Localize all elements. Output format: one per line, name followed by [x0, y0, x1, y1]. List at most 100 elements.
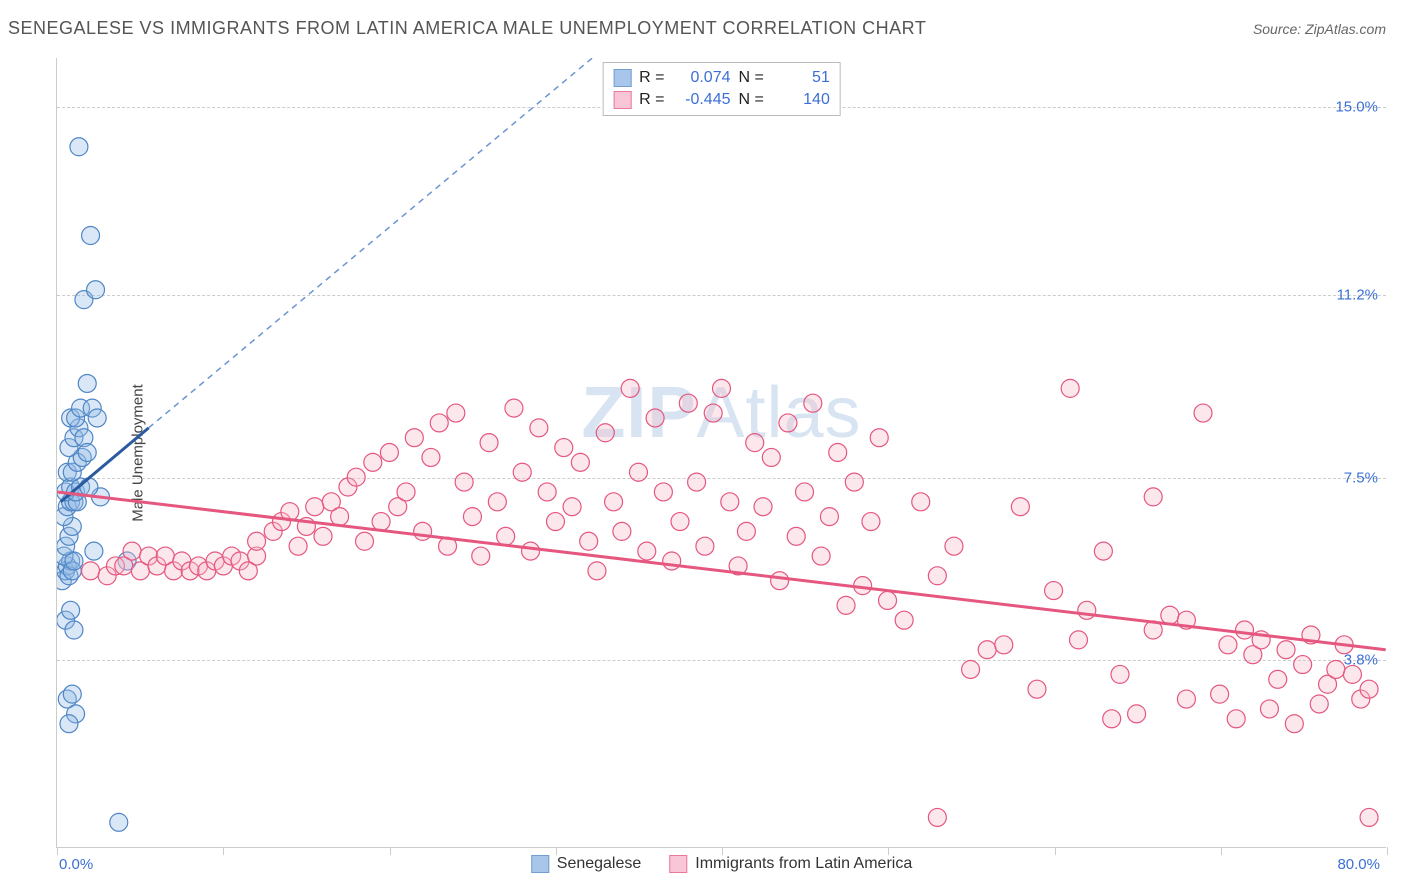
data-point [837, 596, 855, 614]
data-point [123, 542, 141, 560]
data-point [497, 527, 515, 545]
data-point [654, 483, 672, 501]
stat-r-label: R = [639, 89, 664, 111]
data-point [306, 498, 324, 516]
data-point [1011, 498, 1029, 516]
data-point [85, 542, 103, 560]
data-point [1161, 606, 1179, 624]
data-point [862, 513, 880, 531]
data-point [1327, 660, 1345, 678]
data-point [812, 547, 830, 565]
legend-stats-row-2: R = -0.445 N = 140 [613, 89, 830, 111]
data-point [546, 513, 564, 531]
data-point [347, 468, 365, 486]
data-point [737, 522, 755, 540]
data-point [88, 409, 106, 427]
data-point [372, 513, 390, 531]
data-point [845, 473, 863, 491]
stat-n-value-2: 140 [772, 89, 830, 111]
data-point [879, 591, 897, 609]
data-point [397, 483, 415, 501]
data-point [1236, 621, 1254, 639]
data-point [356, 532, 374, 550]
data-point [629, 463, 647, 481]
data-point [928, 808, 946, 826]
legend-stats-box: R = 0.074 N = 51 R = -0.445 N = 140 [602, 62, 841, 116]
data-point [455, 473, 473, 491]
data-point [1211, 685, 1229, 703]
data-point [787, 527, 805, 545]
data-point [555, 439, 573, 457]
data-point [522, 542, 540, 560]
data-point [588, 562, 606, 580]
data-point [63, 685, 81, 703]
data-point [87, 281, 105, 299]
stat-r-value-1: 0.074 [673, 67, 731, 89]
x-max-label: 80.0% [1337, 856, 1380, 873]
data-point [1294, 656, 1312, 674]
data-point [80, 478, 98, 496]
data-point [364, 453, 382, 471]
data-point [513, 463, 531, 481]
legend-swatch-2 [613, 91, 631, 109]
data-point [696, 537, 714, 555]
data-point [895, 611, 913, 629]
data-point [571, 453, 589, 471]
data-point [1269, 670, 1287, 688]
data-point [1285, 715, 1303, 733]
stat-n-label: N = [739, 67, 764, 89]
data-point [65, 621, 83, 639]
data-point [771, 572, 789, 590]
data-point [978, 641, 996, 659]
data-point [713, 379, 731, 397]
data-point [488, 493, 506, 511]
data-point [1360, 680, 1378, 698]
data-point [796, 483, 814, 501]
data-point [380, 444, 398, 462]
data-point [78, 374, 96, 392]
data-point [62, 601, 80, 619]
legend-swatch-bottom-2 [669, 855, 687, 873]
data-point [605, 493, 623, 511]
data-point [870, 429, 888, 447]
data-point [1343, 665, 1361, 683]
data-point [928, 567, 946, 585]
source-attribution: Source: ZipAtlas.com [1253, 21, 1386, 37]
data-point [912, 493, 930, 511]
trend-line-extrapolated [149, 58, 622, 428]
data-point [563, 498, 581, 516]
legend-label-1: Senegalese [557, 855, 642, 873]
data-point [430, 414, 448, 432]
data-point [1111, 665, 1129, 683]
data-point [820, 508, 838, 526]
legend-swatch-1 [613, 69, 631, 87]
data-point [1103, 710, 1121, 728]
data-point [779, 414, 797, 432]
legend-label-2: Immigrants from Latin America [695, 855, 912, 873]
data-point [804, 394, 822, 412]
data-point [1360, 808, 1378, 826]
data-point [1028, 680, 1046, 698]
data-point [505, 399, 523, 417]
x-min-label: 0.0% [59, 856, 93, 873]
legend-swatch-bottom-1 [531, 855, 549, 873]
data-point [405, 429, 423, 447]
data-point [704, 404, 722, 422]
data-point [596, 424, 614, 442]
data-point [110, 813, 128, 831]
data-point [1260, 700, 1278, 718]
data-point [638, 542, 656, 560]
data-point [480, 434, 498, 452]
legend-stats-row-1: R = 0.074 N = 51 [613, 67, 830, 89]
data-point [82, 227, 100, 245]
data-point [1227, 710, 1245, 728]
data-point [463, 508, 481, 526]
data-point [1310, 695, 1328, 713]
data-point [962, 660, 980, 678]
data-point [995, 636, 1013, 654]
source-name: ZipAtlas.com [1305, 21, 1386, 37]
data-point [248, 532, 266, 550]
data-point [78, 444, 96, 462]
data-point [70, 138, 88, 156]
data-point [1277, 641, 1295, 659]
